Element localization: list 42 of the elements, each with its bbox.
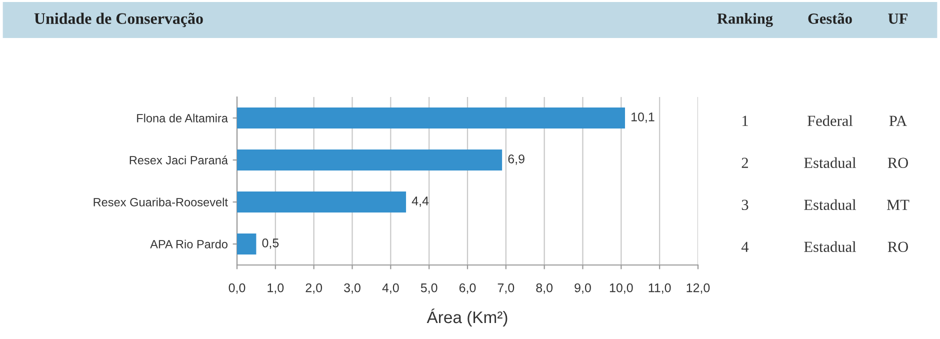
y-tick-label: APA Rio Pardo [150, 240, 228, 248]
x-tick-label: 12,0 [686, 283, 710, 294]
text: Gestão [808, 13, 852, 24]
bar [237, 108, 626, 128]
x-tick-label: 8,0 [536, 283, 553, 294]
bar [237, 150, 502, 170]
chart-title: Unidade de Conservação [34, 12, 203, 28]
x-tick-label: 7,0 [498, 283, 514, 294]
text: 1 [742, 116, 748, 126]
data-label: 10,1 [632, 112, 654, 123]
y-tick-label: Flona de Altamira [137, 114, 228, 122]
text: Federal [808, 115, 853, 126]
data-label: 0,5 [262, 238, 279, 249]
text: RO [888, 242, 908, 252]
text: 3 [742, 200, 748, 210]
y-tick-label: Resex Jaci Paraná [130, 156, 228, 164]
text: Estadual [804, 157, 856, 168]
x-tick-label: 0,0 [228, 283, 246, 294]
text: PA [889, 116, 907, 126]
data-label: 6,9 [508, 154, 524, 165]
x-tick-label: 10,0 [610, 283, 633, 294]
x-tick-label: 2,0 [306, 283, 322, 294]
x-tick-label: 9,0 [574, 283, 591, 294]
y-tick-label: Resex Guariba-Roosevelt [94, 198, 228, 206]
text: Estadual [804, 241, 856, 252]
bar [237, 234, 256, 254]
data-label: 4,4 [412, 196, 429, 207]
x-tick-label: 5,0 [420, 283, 438, 294]
x-tick-label: 1,0 [268, 283, 284, 294]
x-tick-label: 4,0 [382, 283, 399, 294]
x-axis-title: Área (Km²) [426, 308, 508, 326]
x-tick-label: 3,0 [344, 283, 360, 294]
text: MT [886, 200, 910, 210]
text: Ranking [717, 13, 773, 27]
bar [237, 192, 406, 212]
x-tick-label: 6,0 [459, 283, 476, 294]
text: RO [888, 158, 908, 168]
text: Estadual [804, 199, 856, 210]
text: 4 [741, 242, 749, 252]
text: UF [888, 14, 908, 24]
text: 2 [742, 158, 748, 168]
x-tick-label: 11,0 [648, 283, 671, 294]
